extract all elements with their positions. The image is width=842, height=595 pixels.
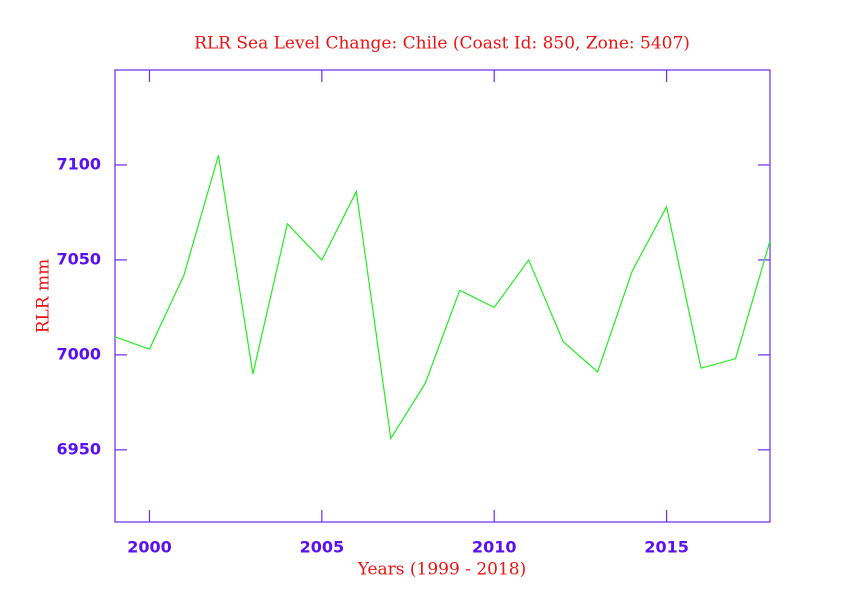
data-line (114, 155, 771, 441)
y-tick-label: 7100 (56, 154, 101, 173)
x-axis-label: Years (1999 - 2018) (357, 560, 527, 580)
plot-frame (114, 69, 771, 523)
y-tick-label: 7000 (56, 344, 101, 363)
x-tick-label: 2005 (300, 538, 345, 557)
x-tick-label: 2010 (472, 538, 517, 557)
x-tick-label: 2000 (127, 538, 172, 557)
x-tick-label: 2015 (644, 538, 689, 557)
y-tick-label: 6950 (56, 439, 101, 458)
y-tick-label: 7050 (56, 249, 101, 268)
y-axis-label: RLR mm (34, 259, 54, 334)
chart-title: RLR Sea Level Change: Chile (Coast Id: 8… (194, 34, 690, 54)
